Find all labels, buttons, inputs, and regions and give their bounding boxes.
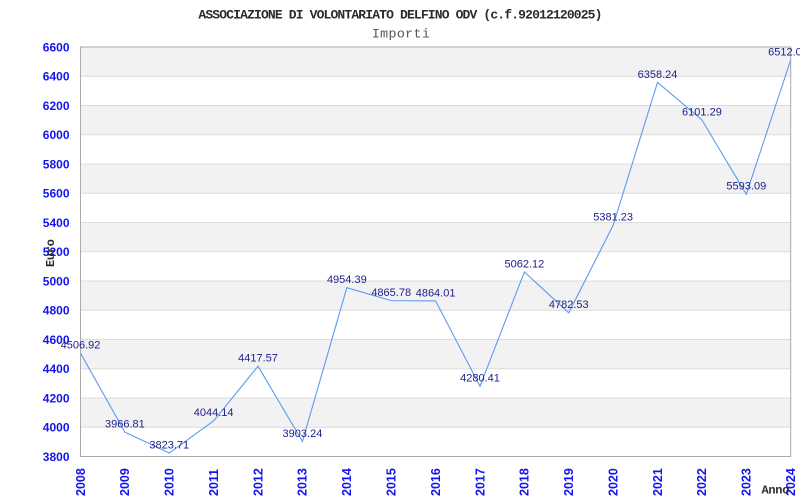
svg-text:2012: 2012 bbox=[251, 468, 265, 496]
svg-text:2020: 2020 bbox=[606, 468, 620, 496]
svg-text:2014: 2014 bbox=[340, 468, 354, 496]
svg-text:4600: 4600 bbox=[43, 333, 70, 347]
svg-text:2022: 2022 bbox=[695, 468, 709, 496]
svg-text:2018: 2018 bbox=[518, 468, 532, 496]
svg-text:5800: 5800 bbox=[43, 157, 70, 171]
svg-text:2013: 2013 bbox=[296, 468, 310, 496]
svg-text:5381.23: 5381.23 bbox=[593, 212, 633, 224]
svg-text:4417.57: 4417.57 bbox=[238, 353, 278, 365]
svg-text:5400: 5400 bbox=[43, 216, 70, 230]
svg-text:2017: 2017 bbox=[473, 468, 487, 496]
svg-text:Euro: Euro bbox=[44, 239, 58, 267]
svg-text:4506.92: 4506.92 bbox=[61, 340, 101, 352]
svg-text:Anno: Anno bbox=[762, 484, 790, 498]
svg-text:6400: 6400 bbox=[43, 70, 70, 84]
svg-text:5200: 5200 bbox=[43, 245, 70, 259]
svg-text:5000: 5000 bbox=[43, 274, 70, 288]
svg-text:3800: 3800 bbox=[43, 450, 70, 464]
svg-text:2024: 2024 bbox=[784, 468, 798, 496]
svg-text:5062.12: 5062.12 bbox=[504, 258, 544, 270]
svg-text:6600: 6600 bbox=[43, 40, 70, 54]
svg-text:6358.24: 6358.24 bbox=[638, 69, 678, 81]
svg-text:6101.29: 6101.29 bbox=[682, 106, 722, 118]
svg-text:4864.01: 4864.01 bbox=[416, 287, 456, 299]
svg-text:4000: 4000 bbox=[43, 421, 70, 435]
svg-text:6000: 6000 bbox=[43, 128, 70, 142]
svg-text:2016: 2016 bbox=[429, 468, 443, 496]
svg-text:2015: 2015 bbox=[385, 468, 399, 496]
svg-text:6200: 6200 bbox=[43, 99, 70, 113]
svg-text:4800: 4800 bbox=[43, 304, 70, 318]
svg-text:5593.09: 5593.09 bbox=[726, 181, 766, 193]
svg-text:Importi: Importi bbox=[372, 26, 430, 41]
svg-text:5600: 5600 bbox=[43, 187, 70, 201]
svg-text:2011: 2011 bbox=[207, 469, 221, 496]
svg-text:2021: 2021 bbox=[651, 468, 665, 496]
svg-text:4280.41: 4280.41 bbox=[460, 373, 500, 385]
svg-text:2023: 2023 bbox=[740, 468, 754, 496]
svg-text:3966.81: 3966.81 bbox=[105, 419, 145, 431]
svg-text:4782.53: 4782.53 bbox=[549, 299, 589, 311]
svg-text:4044.14: 4044.14 bbox=[194, 407, 234, 419]
svg-text:4200: 4200 bbox=[43, 391, 70, 405]
svg-text:2019: 2019 bbox=[562, 468, 576, 496]
svg-text:2008: 2008 bbox=[74, 468, 88, 496]
svg-text:2009: 2009 bbox=[118, 468, 132, 496]
svg-text:3903.24: 3903.24 bbox=[283, 428, 323, 440]
svg-text:4865.78: 4865.78 bbox=[371, 287, 411, 299]
svg-text:4954.39: 4954.39 bbox=[327, 274, 367, 286]
svg-text:6512.05: 6512.05 bbox=[768, 46, 800, 58]
svg-text:ASSOCIAZIONE DI VOLONTARIATO D: ASSOCIAZIONE DI VOLONTARIATO DELFINO ODV… bbox=[198, 7, 601, 22]
svg-text:3823.71: 3823.71 bbox=[149, 439, 189, 451]
svg-text:4400: 4400 bbox=[43, 362, 70, 376]
svg-text:2010: 2010 bbox=[163, 468, 177, 496]
